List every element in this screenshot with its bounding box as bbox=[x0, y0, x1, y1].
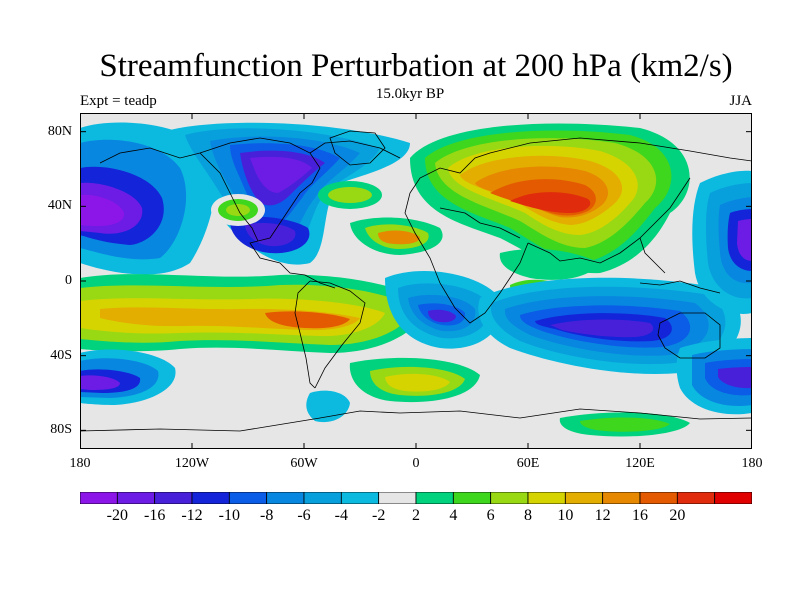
coastlines bbox=[80, 130, 752, 432]
colorbar-swatch bbox=[527, 492, 566, 504]
colorbar-swatch bbox=[714, 492, 752, 504]
streamfunction-map bbox=[80, 113, 752, 449]
lat-tick-label: 80N bbox=[47, 123, 72, 139]
lon-tick-label: 180 bbox=[741, 456, 763, 471]
season-label: JJA bbox=[729, 93, 752, 109]
colorbar-swatch bbox=[266, 492, 305, 504]
experiment-label: Expt = teadp bbox=[80, 93, 157, 109]
colorbar-swatch bbox=[80, 492, 118, 504]
colorbar-swatch bbox=[602, 492, 641, 504]
plot-title: Streamfunction Perturbation at 200 hPa (… bbox=[99, 48, 733, 84]
colorbar-label: 20 bbox=[669, 507, 686, 524]
colorbar-label: 2 bbox=[412, 507, 420, 524]
colorbar-swatch bbox=[490, 492, 529, 504]
lon-tick-label: 60W bbox=[290, 456, 318, 471]
lon-tick-label: 120E bbox=[625, 456, 655, 471]
colorbar-swatch bbox=[452, 492, 492, 504]
colorbar-label: -10 bbox=[218, 507, 240, 524]
colorbar-swatch bbox=[228, 492, 268, 504]
lon-tick-label: 0 bbox=[412, 456, 420, 471]
colorbar-label: 4 bbox=[449, 507, 458, 524]
colorbar-swatch bbox=[340, 492, 380, 504]
colorbar-label: 10 bbox=[557, 507, 574, 524]
colorbar-swatch bbox=[639, 492, 678, 504]
colorbar-swatch bbox=[303, 492, 342, 504]
colorbar-label: 12 bbox=[594, 507, 611, 524]
streamfunction-field bbox=[80, 122, 752, 437]
colorbar-swatch bbox=[415, 492, 454, 504]
colorbar-swatch bbox=[676, 492, 716, 504]
lat-tick-label: 0 bbox=[65, 273, 72, 288]
colorbar-label: 8 bbox=[524, 507, 532, 524]
colorbar bbox=[80, 492, 752, 504]
colorbar-label: -16 bbox=[143, 507, 166, 524]
lon-tick-label: 120W bbox=[174, 456, 210, 471]
lat-tick-label: 40S bbox=[50, 347, 72, 363]
colorbar-swatch bbox=[564, 492, 604, 504]
colorbar-label: -2 bbox=[371, 507, 386, 524]
colorbar-label: 16 bbox=[632, 507, 648, 524]
colorbar-swatch bbox=[378, 492, 417, 504]
colorbar-label: -12 bbox=[181, 507, 203, 524]
colorbar-label: -8 bbox=[259, 507, 274, 524]
lat-tick-label: 40N bbox=[47, 198, 72, 214]
lon-tick-label: 60E bbox=[516, 456, 540, 471]
time-label: 15.0kyr BP bbox=[375, 86, 445, 102]
axis-ticks bbox=[80, 113, 752, 449]
colorbar-label: 6 bbox=[486, 507, 495, 524]
lat-tick-label: 80S bbox=[50, 422, 72, 438]
colorbar-swatch bbox=[191, 492, 230, 504]
colorbar-swatch bbox=[154, 492, 193, 504]
lon-tick-label: 180 bbox=[69, 456, 91, 471]
colorbar-swatch bbox=[116, 492, 156, 504]
colorbar-label: -20 bbox=[106, 507, 128, 524]
map-panel bbox=[80, 113, 752, 449]
colorbar-label: -6 bbox=[297, 507, 311, 524]
colorbar-label: -4 bbox=[334, 507, 348, 524]
